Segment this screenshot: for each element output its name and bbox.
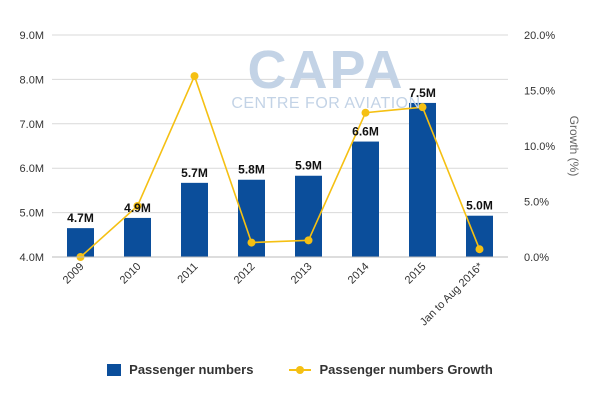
y-left-tick-label: 8.0M (20, 74, 44, 86)
y-left-tick-label: 9.0M (20, 30, 44, 42)
x-tick-label: Jan to Aug 2016* (418, 260, 486, 328)
growth-point (418, 103, 427, 112)
x-tick-label: 2014 (346, 261, 372, 287)
growth-point (475, 245, 484, 254)
axes: 4.0M 5.0M 6.0M 7.0M 8.0M 9.0M 0.0% 5.0% 10.0% 15.… (20, 30, 556, 328)
y-left-tick-label: 6.0M (20, 163, 44, 175)
bar (352, 141, 379, 257)
growth-point (247, 238, 256, 247)
y-right-tick-label: 10.0% (524, 141, 555, 153)
growth-polyline (79, 73, 481, 258)
bar-data-label: 5.9M (295, 159, 322, 173)
x-tick-label: 2011 (175, 261, 200, 286)
bar-data-label: 4.9M (124, 201, 151, 215)
bar-data-label: 5.7M (181, 166, 208, 180)
legend-item-passenger-numbers[interactable]: Passenger numbers (107, 362, 253, 377)
growth-point (361, 108, 370, 117)
x-tick-label: 2015 (403, 261, 429, 287)
legend-label: Passenger numbers Growth (319, 362, 493, 377)
bar (181, 182, 208, 257)
bar (295, 175, 322, 257)
legend-line-swatch (289, 364, 312, 376)
legend-bar-swatch (107, 363, 122, 376)
y-right-tick-label: 20.0% (524, 30, 555, 42)
growth-point (133, 201, 142, 210)
combo-chart: 4.0M 5.0M 6.0M 7.0M 8.0M 9.0M 0.0% 5.0% 10.0% 15.… (20, 30, 581, 328)
bar (409, 102, 436, 257)
bar-data-label: 7.5M (409, 86, 436, 100)
bar-data-label: 6.6M (352, 125, 379, 139)
bar-data-label: 5.8M (238, 163, 265, 177)
data-labels: 4.7M 4.9M 5.7M 5.8M 5.9M 6.6M 7.5M 5.0M (67, 86, 493, 225)
legend-label: Passenger numbers (129, 362, 254, 377)
growth-point (190, 72, 199, 81)
x-tick-label: 2010 (118, 261, 144, 287)
bar (67, 228, 94, 257)
y-right-tick-label: 0.0% (524, 252, 549, 264)
x-tick-label: 2009 (61, 261, 87, 287)
gridlines (52, 34, 508, 214)
growth-point (304, 236, 313, 245)
bar-data-label: 4.7M (67, 211, 94, 225)
bars (67, 102, 493, 257)
bar-data-label: 5.0M (466, 199, 493, 213)
y-left-tick-label: 5.0M (20, 208, 44, 220)
right-axis-title: Growth (%) (567, 116, 581, 177)
y-right-tick-label: 5.0% (524, 197, 549, 209)
x-tick-label: 2013 (289, 261, 315, 287)
y-left-tick-label: 7.0M (20, 119, 44, 131)
y-left-tick-label: 4.0M (20, 252, 44, 264)
bar (124, 217, 151, 257)
y-right-tick-label: 15.0% (524, 86, 555, 98)
growth-line (76, 72, 484, 261)
x-tick-label: 2012 (232, 261, 258, 287)
legend: Passenger numbers Passenger numbers Grow… (0, 362, 600, 377)
legend-item-growth[interactable]: Passenger numbers Growth (289, 362, 493, 377)
